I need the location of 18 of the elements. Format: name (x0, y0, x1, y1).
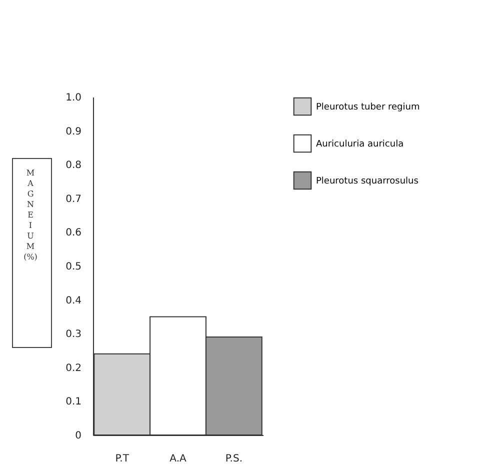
y-tick-label: 0.9 (66, 126, 82, 138)
y-tick-label: 0.7 (66, 194, 82, 205)
y-tick-label: 0.1 (66, 396, 82, 408)
y-tick-label: 0.8 (66, 160, 82, 172)
y-tick-label: 0.3 (66, 329, 82, 340)
legend-label: Pleurotus squarrosulus (316, 176, 419, 186)
text: MAGNEIUM (%) (24, 168, 38, 262)
x-tick-label: P.T (115, 454, 130, 464)
y-tick-label: 1.0 (66, 92, 82, 104)
y-tick-label: 0 (75, 430, 82, 442)
y-tick-label: 0.6 (66, 228, 82, 239)
y-tick-label: 0.4 (66, 295, 82, 306)
y-tick-label: 0.2 (66, 362, 82, 374)
legend-label: Auriculuria auricula (316, 140, 404, 150)
x-tick-label: A.A (170, 454, 186, 464)
x-tick-label: P.S. (225, 454, 243, 464)
legend-label: Pleurotus tuber regium (316, 102, 420, 112)
y-tick-label: 0.5 (66, 262, 82, 272)
